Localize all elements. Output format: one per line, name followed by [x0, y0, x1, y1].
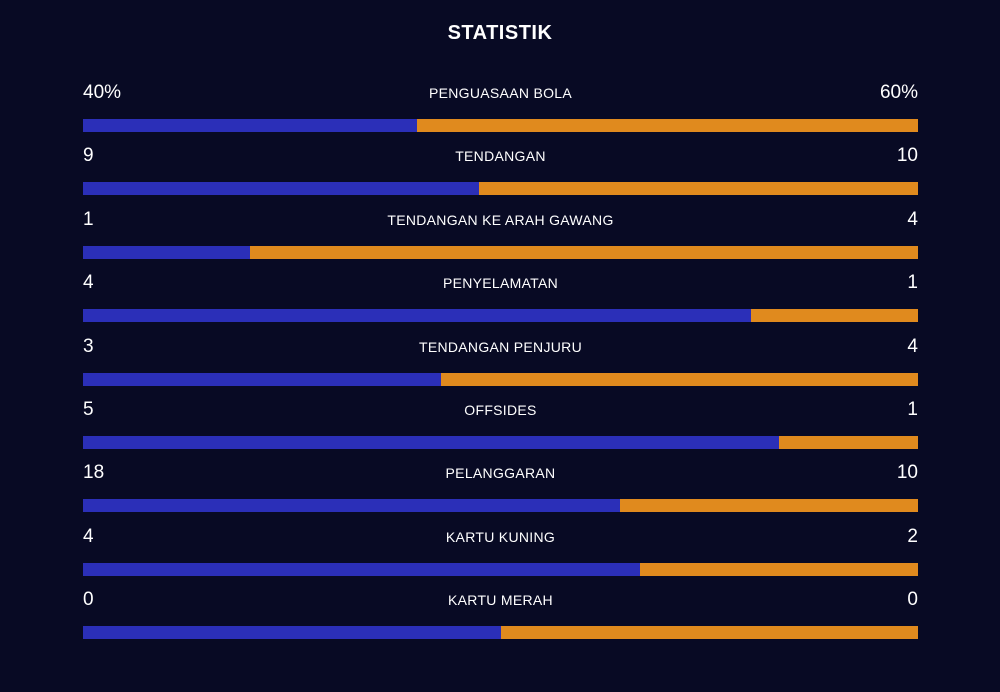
away-bar-fill	[778, 435, 918, 449]
comparison-bar	[83, 182, 918, 196]
home-value: 18	[83, 462, 105, 484]
away-bar-fill	[440, 372, 918, 386]
home-bar-fill	[83, 372, 441, 386]
stat-header: 3 TENDANGAN PENJURU 4	[83, 333, 918, 363]
comparison-bar	[83, 435, 918, 449]
stat-header: 9 TENDANGAN 10	[83, 142, 918, 172]
stat-header: 0 KARTU MERAH 0	[83, 586, 918, 616]
stat-row: 18 PELANGGARAN 10	[83, 459, 918, 522]
stat-header: 40% PENGUASAAN BOLA 60%	[83, 79, 918, 109]
away-bar-fill	[478, 182, 918, 196]
home-bar-fill	[83, 119, 417, 132]
away-value: 1	[907, 398, 918, 420]
home-value: 4	[83, 272, 94, 294]
stat-header: 4 PENYELAMATAN 1	[83, 269, 918, 299]
stat-label: TENDANGAN PENJURU	[418, 338, 582, 355]
stat-row: 4 PENYELAMATAN 1	[83, 269, 918, 332]
stat-row: 5 OFFSIDES 1	[83, 396, 918, 459]
stat-row: 1 TENDANGAN KE ARAH GAWANG 4	[83, 206, 918, 269]
away-value: 1	[907, 272, 918, 294]
home-value: 40%	[83, 82, 122, 103]
away-value: 4	[907, 335, 918, 357]
stat-header: 18 PELANGGARAN 10	[83, 459, 918, 489]
home-value: 3	[83, 335, 94, 357]
away-bar-fill	[639, 562, 918, 576]
home-bar-fill	[83, 182, 479, 196]
away-value: 0	[907, 589, 918, 611]
comparison-bar	[83, 499, 918, 513]
stat-row: 9 TENDANGAN 10	[83, 142, 918, 205]
stat-label: PENYELAMATAN	[442, 275, 559, 292]
home-value: 0	[83, 589, 94, 611]
home-value: 1	[83, 208, 94, 230]
panel-title: STATISTIK	[447, 22, 553, 44]
stat-row: 40% PENGUASAAN BOLA 60%	[83, 79, 918, 142]
home-bar-fill	[83, 245, 250, 259]
home-value: 4	[83, 525, 94, 547]
away-value: 4	[907, 208, 918, 230]
stats-list: 40% PENGUASAAN BOLA 60% 9 TENDANGAN 10 1 TENDAN…	[83, 79, 918, 650]
stat-label: TENDANGAN	[455, 148, 546, 165]
home-bar-fill	[83, 435, 779, 449]
stat-label: KARTU MERAH	[448, 592, 553, 609]
stat-header: 5 OFFSIDES 1	[83, 396, 918, 426]
away-bar-fill	[417, 119, 918, 132]
away-value: 10	[896, 145, 918, 167]
home-bar-fill	[83, 309, 751, 323]
stat-label: KARTU KUNING	[445, 528, 556, 545]
stat-label: PELANGGARAN	[445, 465, 556, 482]
stat-label: PENGUASAAN BOLA	[429, 85, 572, 101]
away-value: 10	[896, 462, 918, 484]
stat-label: TENDANGAN KE ARAH GAWANG	[387, 211, 614, 228]
stat-row: 4 KARTU KUNING 2	[83, 523, 918, 586]
comparison-bar	[83, 626, 918, 640]
comparison-bar	[83, 245, 918, 259]
comparison-bar	[83, 309, 918, 323]
comparison-bar	[83, 119, 918, 132]
home-bar-fill	[83, 499, 620, 513]
away-bar-fill	[250, 245, 918, 259]
home-bar-fill	[83, 562, 640, 576]
stat-header: 4 KARTU KUNING 2	[83, 523, 918, 553]
home-bar-fill	[83, 626, 501, 640]
stat-row: 3 TENDANGAN PENJURU 4	[83, 333, 918, 396]
home-value: 5	[83, 398, 94, 420]
comparison-bar	[83, 372, 918, 386]
stat-label: OFFSIDES	[464, 401, 537, 418]
away-bar-fill	[751, 309, 918, 323]
away-bar-fill	[619, 499, 918, 513]
away-bar-fill	[500, 626, 918, 640]
stat-header: 1 TENDANGAN KE ARAH GAWANG 4	[83, 206, 918, 236]
comparison-bar	[83, 562, 918, 576]
away-value: 60%	[879, 82, 918, 103]
away-value: 2	[907, 525, 918, 547]
stat-row: 0 KARTU MERAH 0	[83, 586, 918, 649]
home-value: 9	[83, 145, 94, 167]
